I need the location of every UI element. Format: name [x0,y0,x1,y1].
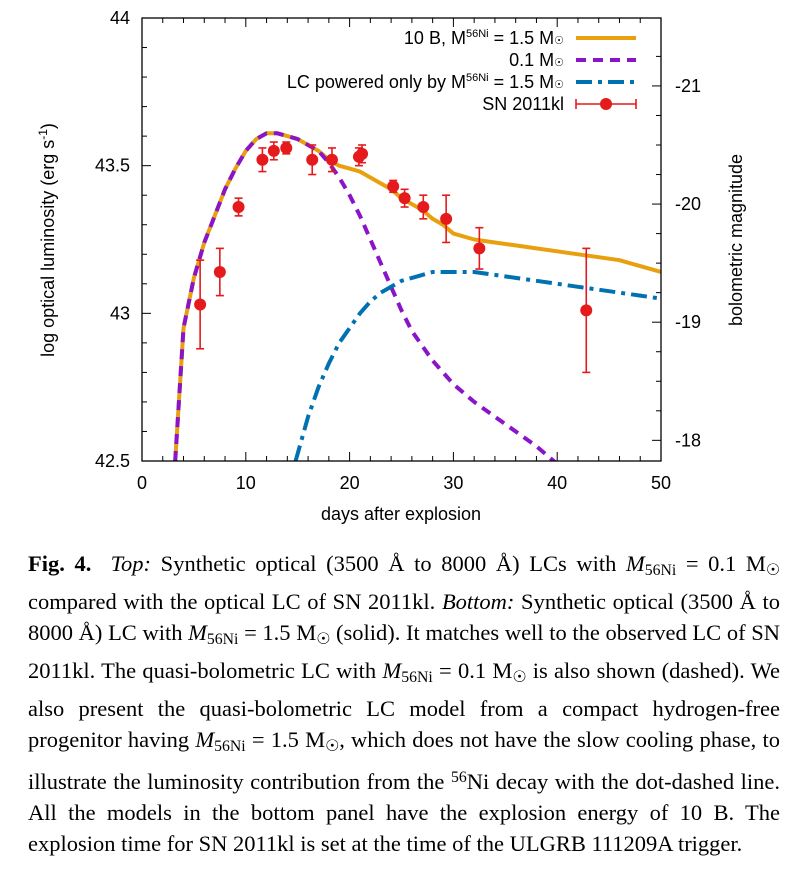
y-tick-label: 43 [110,303,130,323]
x-tick-label: 40 [547,473,567,493]
sn2011kl-point [306,144,319,176]
tick-labels: 0 10 20 30 40 50 42.5 43 43.5 44 -18 -19 -20 -21 [95,8,701,493]
x-tick-label: 30 [443,473,463,493]
ni-only-curve [293,270,661,461]
sn2011kl-point [280,141,293,155]
legend-label-synthetic-1.5: 10 B, M56Ni = 1.5 M☉ [404,28,564,48]
sn2011kl-point [473,226,486,270]
caption-bottom-word: Bottom: [441,588,515,614]
data-marker [306,153,319,166]
model-1.5-curve [173,131,661,461]
y2-tick-label: -20 [675,194,701,214]
sn2011kl-point [325,147,338,173]
x-tick-label: 50 [651,473,671,493]
model-0.1-curve [173,131,557,461]
data-marker [256,153,269,166]
data-marker [213,265,226,278]
data-marker [580,304,593,317]
data-marker [194,298,207,311]
data-points-layer [194,141,593,374]
data-marker [280,141,293,154]
sn2011kl-point [440,194,453,244]
legend-label-ni-only: LC powered only by M56Ni = 1.5 M☉ [287,72,564,92]
sn2011kl-point [387,179,400,194]
y-tick-label: 43.5 [95,156,130,176]
sn2011kl-point [213,247,226,297]
y-axis-label: log optical luminosity (erg s-1) [36,123,58,357]
legend-label-synthetic-0.1: 0.1 M☉ [509,50,564,70]
figure-caption: Fig. 4. Top: Synthetic optical (3500 Å t… [28,551,781,856]
data-marker [232,201,245,214]
sn2011kl-point [417,194,430,220]
plot-frame [141,17,662,462]
legend-label-sn2011kl: SN 2011kl [482,94,564,114]
data-marker [398,192,411,205]
y-tick-label: 42.5 [95,451,130,471]
sn2011kl-point [580,247,593,374]
x-tick-label: 0 [137,473,147,493]
series-layer [173,131,661,461]
sn2011kl-point [232,197,245,217]
x-tick-label: 20 [340,473,360,493]
y2-tick-label: -19 [675,312,701,332]
y2-axis-label: bolometric magnitude [726,154,746,326]
x-axis-label: days after explosion [321,504,481,524]
caption-top-word: Top: [110,551,152,576]
sn2011kl-point [194,259,207,350]
y-tick-label: 44 [110,8,130,28]
y2-tick-label: -18 [675,430,701,450]
legend: 10 B, M56Ni = 1.5 M☉ 0.1 M☉ LC powered o… [287,28,637,114]
data-marker [387,180,400,193]
sn2011kl-point [256,147,269,173]
data-marker [417,201,430,214]
legend-swatch-sn2011kl [575,98,637,110]
data-marker [473,242,486,255]
x-tick-label: 10 [236,473,256,493]
caption-label: Fig. 4. [28,551,92,576]
data-marker [325,153,338,166]
data-marker [440,212,453,225]
data-marker [356,147,369,160]
y2-tick-label: -21 [675,76,701,96]
sn2011kl-point [356,144,369,164]
data-marker [267,144,280,157]
sn2011kl-point [398,188,411,208]
light-curve-chart: 0 10 20 30 40 50 42.5 43 43.5 44 -18 -19 -20 -21 days… [36,8,746,524]
sn2011kl-point [267,141,280,161]
